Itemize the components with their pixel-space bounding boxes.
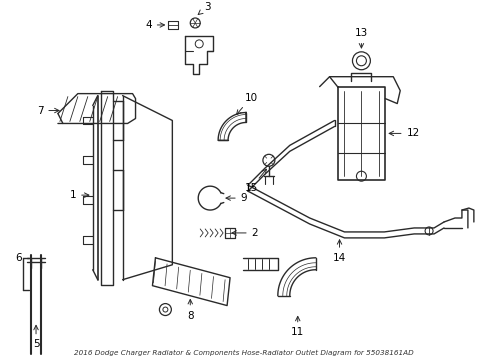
Text: 5: 5 [33, 325, 39, 349]
Text: 15: 15 [244, 169, 266, 193]
Text: 2016 Dodge Charger Radiator & Components Hose-Radiator Outlet Diagram for 550381: 2016 Dodge Charger Radiator & Components… [74, 350, 413, 356]
Text: 3: 3 [198, 2, 210, 14]
Text: 8: 8 [186, 300, 193, 320]
Text: 13: 13 [354, 28, 367, 48]
Text: 4: 4 [145, 20, 164, 30]
Text: 14: 14 [332, 240, 346, 263]
Text: 10: 10 [236, 93, 257, 114]
Text: 12: 12 [388, 129, 419, 139]
Text: 1: 1 [69, 190, 89, 200]
Text: 9: 9 [225, 193, 247, 203]
Polygon shape [218, 113, 245, 140]
Text: 6: 6 [15, 253, 21, 263]
Text: 11: 11 [290, 316, 304, 337]
Text: 2: 2 [231, 228, 258, 238]
Text: 7: 7 [37, 105, 59, 116]
Polygon shape [277, 258, 315, 296]
